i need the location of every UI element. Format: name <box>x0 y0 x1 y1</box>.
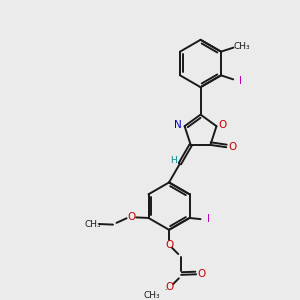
Text: H: H <box>170 156 177 165</box>
Text: O: O <box>165 240 173 250</box>
Text: CH₃: CH₃ <box>85 220 101 229</box>
Text: N: N <box>174 120 182 130</box>
Text: O: O <box>128 212 136 221</box>
Text: O: O <box>198 269 206 279</box>
Text: CH₃: CH₃ <box>234 42 250 51</box>
Text: O: O <box>218 120 226 130</box>
Text: I: I <box>207 214 210 224</box>
Text: O: O <box>166 282 174 292</box>
Text: O: O <box>228 142 236 152</box>
Text: I: I <box>238 76 242 85</box>
Text: CH₃: CH₃ <box>143 291 160 300</box>
